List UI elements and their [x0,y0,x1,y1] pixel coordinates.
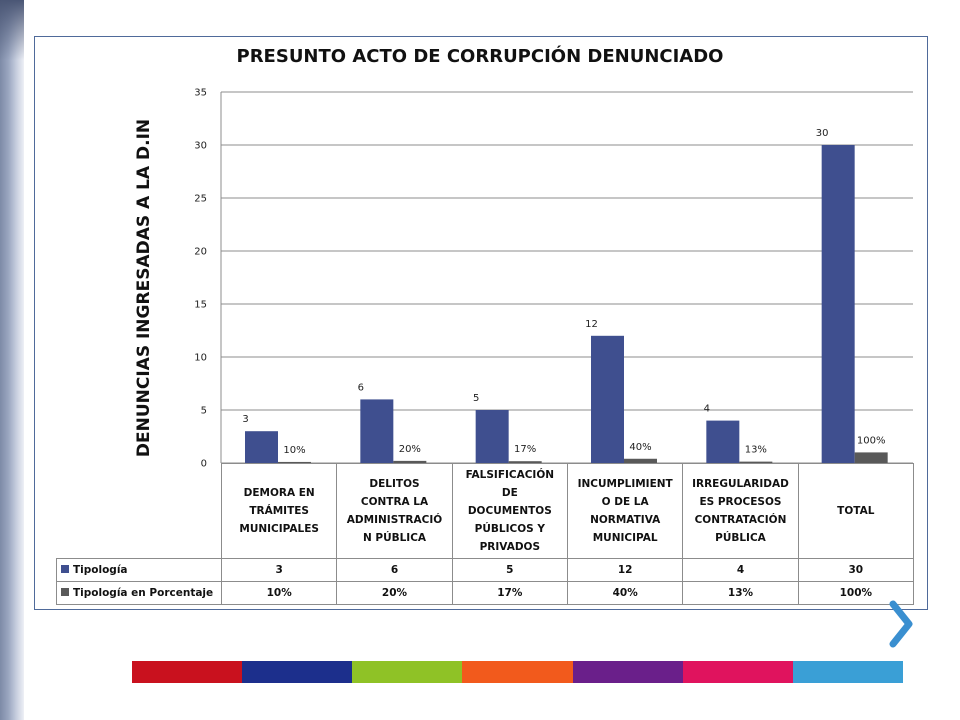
bar [591,335,624,463]
series-row-1: Tipología en Porcentaje 10% 20% 17% 40% 13% 1… [56,581,914,605]
y-tick-label: 25 [194,194,207,205]
series-name: Tipología en Porcentaje [73,587,214,599]
y-tick-label: 5 [201,406,207,417]
series-name: Tipología [73,564,128,576]
bar [508,461,542,463]
data-label: 5 [473,393,479,404]
table-cell: 6 [336,558,453,582]
data-label: 100% [857,435,886,446]
data-label: 40% [629,442,651,453]
y-tick-label: 15 [194,300,207,311]
series-row-0: Tipología 3 6 5 12 4 30 [56,558,914,582]
bar [624,458,657,463]
left-decorative-strip [0,0,24,720]
data-table: DEMORA EN TRÁMITES MUNICIPALES DELITOS CONTR… [56,463,914,605]
color-bar-segment [682,661,793,683]
y-tick-label: 10 [194,353,207,364]
table-cell: 12 [566,558,684,582]
data-label: 10% [283,445,305,456]
table-cell: 20% [336,581,453,605]
table-corner [56,463,222,559]
category-row: DEMORA EN TRÁMITES MUNICIPALES DELITOS CONTR… [56,463,914,559]
category-label: IRREGULARIDAD ES PROCESOS CONTRATACIÓN PÚBL… [682,463,799,559]
bar [706,420,740,463]
category-label: TOTAL [797,463,914,559]
data-label: 12 [585,319,598,330]
y-tick-label: 35 [194,88,207,99]
table-cell: 4 [682,558,799,582]
data-label: 20% [399,444,421,455]
chevron-right-icon[interactable] [884,598,918,650]
category-label: INCUMPLIMIENT O DE LA NORMATIVA MUNICIPAL [566,463,684,559]
color-bar-segment [242,661,353,683]
series-name-cell: Tipología [56,558,222,582]
decorative-color-bar [132,661,903,683]
bar [360,399,394,463]
series-name-cell: Tipología en Porcentaje [56,581,222,605]
color-bar-segment [792,661,903,683]
bar [475,410,509,463]
data-label: 17% [514,444,536,455]
bar [393,460,427,463]
bar [278,461,311,463]
legend-key-tipologia [61,565,69,573]
bar [821,145,855,463]
data-label: 4 [704,404,710,415]
table-cell: 10% [220,581,338,605]
data-label: 3 [242,414,248,425]
color-bar-segment [352,661,463,683]
chart-title: PRESUNTO ACTO DE CORRUPCIÓN DENUNCIADO [236,46,724,67]
color-bar-segment [462,661,573,683]
data-label: 13% [745,445,767,456]
bar [854,452,888,463]
color-bar-segment [572,661,683,683]
y-tick-label: 30 [194,141,207,152]
table-cell: 30 [797,558,914,582]
data-label: 30 [816,128,829,139]
left-strip-shadow [0,0,24,60]
category-label: FALSIFICACIÓN DE DOCUMENTOS PÚBLICOS Y PRIVA… [451,463,568,559]
y-tick-label: 20 [194,247,207,258]
category-label: DELITOS CONTRA LA ADMINISTRACIÓ N PÚBLICA [336,463,453,559]
table-cell: 5 [451,558,568,582]
color-bar-segment [132,661,243,683]
legend-key-porcentaje [61,588,69,596]
table-cell: 13% [682,581,799,605]
category-label: DEMORA EN TRÁMITES MUNICIPALES [220,463,338,559]
table-cell: 40% [566,581,684,605]
table-cell: 17% [451,581,568,605]
bar [739,461,773,463]
bar [245,431,278,463]
data-label: 6 [358,382,364,393]
table-cell: 3 [220,558,338,582]
